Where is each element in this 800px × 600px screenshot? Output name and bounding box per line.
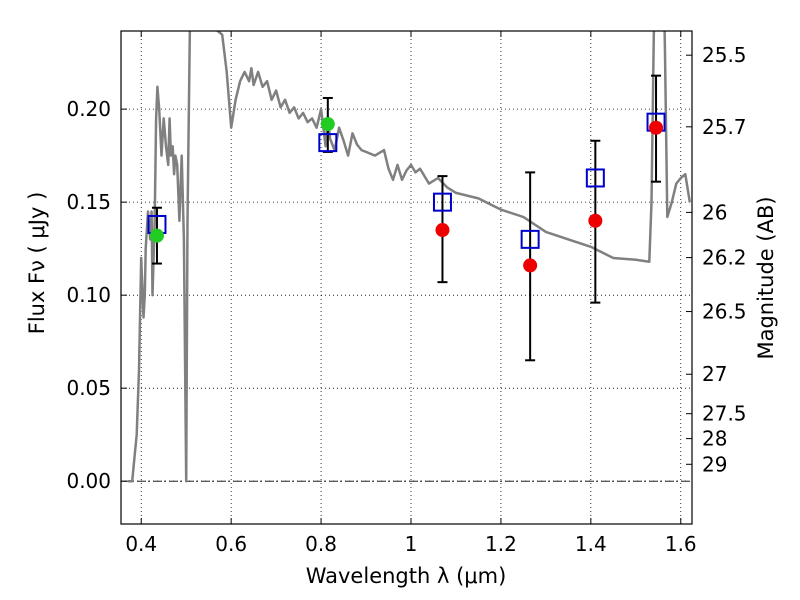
measured-point	[649, 120, 664, 135]
y-tick-label: 0.15	[66, 190, 111, 214]
right-tick-label: 28	[702, 427, 727, 451]
x-tick-label: 1.4	[575, 532, 607, 556]
markers	[147, 112, 666, 273]
plot-background	[121, 31, 692, 524]
y-tick-label: 0.10	[66, 283, 111, 307]
right-tick-label: 25.7	[702, 115, 747, 139]
model-sed-line	[127, 31, 692, 483]
right-tick-label: 26.2	[702, 246, 747, 270]
measured-point	[588, 213, 603, 228]
measured-point	[435, 223, 450, 238]
right-tick-label: 29	[702, 452, 727, 476]
model-band-square	[318, 133, 338, 153]
right-tick-label: 27.5	[702, 402, 747, 426]
right-tick-label: 25.5	[702, 43, 747, 67]
measured-point	[523, 258, 538, 273]
x-tick-label: 1.2	[485, 532, 517, 556]
x-tick-label: 1.6	[665, 532, 697, 556]
x-tick-label: 0.4	[125, 532, 157, 556]
y-tick-label: 0.05	[66, 376, 111, 400]
plot-frame	[120, 30, 693, 525]
measured-point	[149, 228, 164, 243]
measured-point	[320, 117, 335, 132]
x-axis-label: Wavelength λ (μm)	[306, 564, 507, 588]
y-tick-label: 0.20	[66, 97, 111, 121]
axis-ticks: 0.4 0.6 0.8 1 1.2 1.4 1.6 0.00 0.05 0.10 0.15 0.20 2…	[66, 31, 747, 556]
data-layer	[127, 31, 692, 483]
model-band-square	[585, 168, 605, 188]
right-tick-label: 27	[702, 362, 727, 386]
model-band-square	[520, 229, 540, 249]
x-tick-label: 0.8	[305, 532, 337, 556]
y-axis-label: Flux Fν ( μJy )	[25, 192, 49, 335]
x-tick-label: 0.6	[215, 532, 247, 556]
y-tick-label: 0.00	[66, 469, 111, 493]
right-tick-label: 26.5	[702, 300, 747, 324]
x-tick-label: 1	[405, 532, 418, 556]
right-axis-label: Magnitude (AB)	[754, 196, 778, 359]
right-tick-label: 26	[702, 200, 727, 224]
model-band-square	[432, 192, 452, 212]
